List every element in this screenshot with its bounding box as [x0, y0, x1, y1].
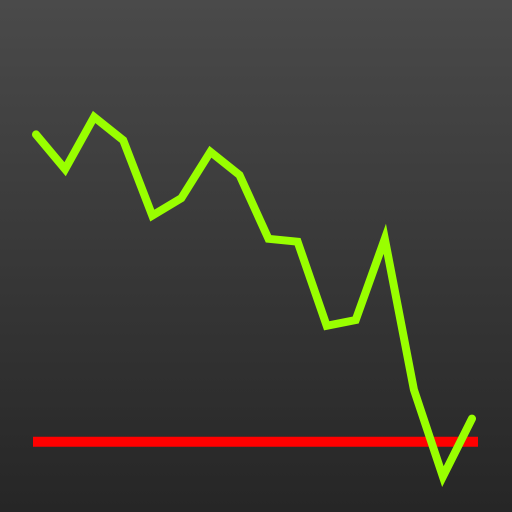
price-trend-line [32, 110, 476, 488]
